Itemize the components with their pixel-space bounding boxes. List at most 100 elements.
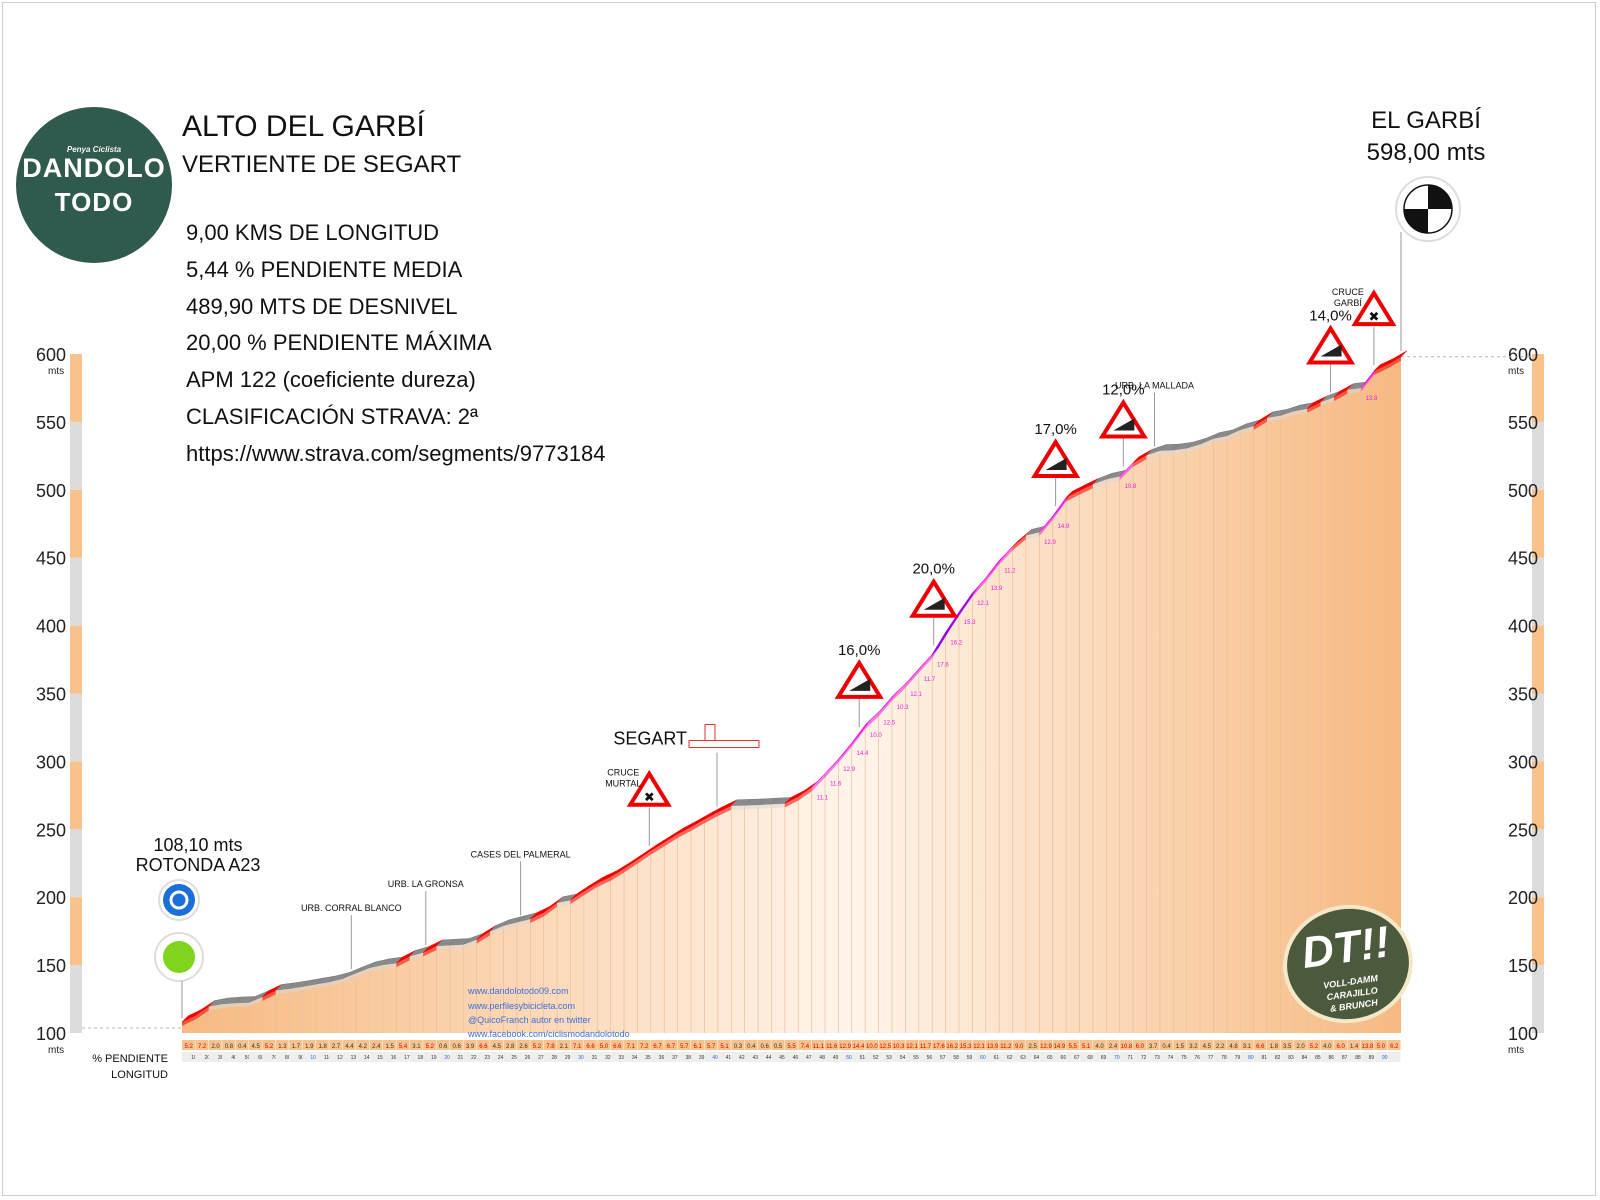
slope-cell <box>1186 1040 1200 1050</box>
logo-subtitle: Penya Ciclista <box>66 145 122 154</box>
y-tick-label: 600 <box>36 345 66 365</box>
slope-value: 2.1 <box>560 1044 569 1050</box>
slope-sign-label: 12,0% <box>1102 382 1145 399</box>
slope-value: 3.5 <box>1283 1044 1292 1050</box>
y-tick-label: 100 <box>1508 1024 1538 1044</box>
crossing-sign-icon <box>626 769 672 807</box>
axis-band <box>1532 354 1544 422</box>
slope-cell <box>208 1040 222 1050</box>
axis-band <box>70 761 82 830</box>
link-facebook[interactable]: www.facebook.com/ciclismodandolotodo <box>468 1029 630 1039</box>
slope-ribbon-side <box>650 842 665 855</box>
inline-slope-label: 15.3 <box>964 620 976 626</box>
slope-value: 5.4 <box>399 1044 408 1050</box>
slope-value: 1.8 <box>1270 1044 1279 1050</box>
slope-cell <box>182 1040 195 1050</box>
crossing-sign-icon <box>1351 289 1397 327</box>
slope-cell <box>329 1040 343 1050</box>
slope-ribbon-side <box>583 883 598 896</box>
distance-cell <box>1200 1052 1213 1062</box>
slope-value: 6.0 <box>1337 1044 1346 1050</box>
axis-band <box>1532 557 1544 626</box>
slope-cell <box>570 1040 584 1050</box>
slope-row-label: % PENDIENTE <box>92 1053 168 1065</box>
distance-cell <box>315 1052 329 1062</box>
distance-cell <box>878 1052 892 1062</box>
distance-cell <box>262 1052 276 1062</box>
slope-value: 6.6 <box>613 1044 622 1050</box>
distance-cell <box>945 1052 959 1062</box>
slope-ribbon-side <box>1039 516 1053 537</box>
slope-value: 6.7 <box>653 1044 662 1050</box>
slope-value: 13.9 <box>987 1044 999 1050</box>
distance-cell <box>222 1052 236 1062</box>
axis-band <box>70 489 82 558</box>
roundabout-icon <box>163 884 195 916</box>
start-name: ROTONDA A23 <box>136 855 261 875</box>
distance-cell <box>798 1052 812 1062</box>
slope-value: 2.2 <box>1216 1044 1225 1050</box>
slope-value: 7.1 <box>573 1044 582 1050</box>
slope-value: 5.0 <box>1377 1044 1386 1050</box>
slope-value: 4.5 <box>1203 1044 1212 1050</box>
distance-cell <box>449 1052 463 1062</box>
slope-value: 5.5 <box>787 1044 796 1050</box>
stat-avg-slope: 5,44 % PENDIENTE MEDIA <box>186 257 463 282</box>
distance-cell <box>610 1052 624 1062</box>
slope-cell <box>315 1040 329 1050</box>
slope-cell <box>597 1040 611 1050</box>
slope-cell <box>222 1040 236 1050</box>
distance-cell <box>490 1052 503 1062</box>
slope-value: 0.8 <box>225 1044 234 1050</box>
slope-ribbon-side <box>1200 438 1214 449</box>
slope-value: 17.6 <box>933 1044 945 1050</box>
strava-link[interactable]: https://www.strava.com/segments/9773184 <box>186 441 606 466</box>
inline-slope-label: 11.1 <box>817 795 829 801</box>
distance-cell <box>583 1052 597 1062</box>
slope-ribbon-side <box>396 956 410 968</box>
inline-slope-label: 13.8 <box>1366 396 1378 402</box>
slope-cell <box>1387 1040 1401 1050</box>
slope-cell <box>878 1040 892 1050</box>
slope-cell <box>1280 1040 1294 1050</box>
slope-value: 1.3 <box>278 1044 287 1050</box>
slope-cell <box>503 1040 517 1050</box>
distance-cell <box>811 1052 825 1062</box>
inline-slope-label: 13.9 <box>991 586 1003 592</box>
distance-cell <box>1347 1052 1361 1062</box>
distance-cell <box>704 1052 718 1062</box>
link-twitter[interactable]: @QuicoFranch autor en twitter <box>468 1015 591 1025</box>
axis-band <box>70 965 82 1033</box>
slope-value: 2.6 <box>519 1044 528 1050</box>
distance-cell <box>1052 1052 1066 1062</box>
village-tower-icon <box>704 724 716 742</box>
distance-cell <box>570 1052 584 1062</box>
slope-ribbon-side <box>985 560 1000 582</box>
slope-ribbon-side <box>1066 490 1080 502</box>
slope-ribbon-side <box>222 1003 236 1009</box>
axis-band <box>1532 489 1544 558</box>
slope-cell <box>235 1040 249 1050</box>
slope-cell <box>744 1040 758 1050</box>
distance-cell <box>1307 1052 1321 1062</box>
slope-cell <box>1052 1040 1066 1050</box>
slope-cell <box>1253 1040 1267 1050</box>
slope-cell <box>798 1040 812 1050</box>
y-tick-label: 350 <box>36 685 66 705</box>
slope-ribbon-side <box>999 546 1013 565</box>
slope-value: 7.2 <box>198 1044 207 1050</box>
slope-value: 11.1 <box>813 1044 825 1050</box>
axis-band <box>1532 897 1544 966</box>
link-dandolotodo[interactable]: www.dandolotodo09.com <box>468 986 569 996</box>
slope-ribbon-side <box>891 683 906 701</box>
slope-value: 2.5 <box>1028 1044 1037 1050</box>
slope-sign-ramp <box>1320 344 1342 357</box>
slope-value: 12.1 <box>906 1044 918 1050</box>
slope-sign-ramp <box>849 678 871 691</box>
distance-cell <box>1320 1052 1334 1062</box>
distance-cell <box>1119 1052 1133 1062</box>
slope-cell <box>717 1040 731 1050</box>
link-perfiles[interactable]: www.perfilesybicicleta.com <box>468 1001 576 1011</box>
slope-cell <box>824 1040 838 1050</box>
slope-cell <box>811 1040 825 1050</box>
